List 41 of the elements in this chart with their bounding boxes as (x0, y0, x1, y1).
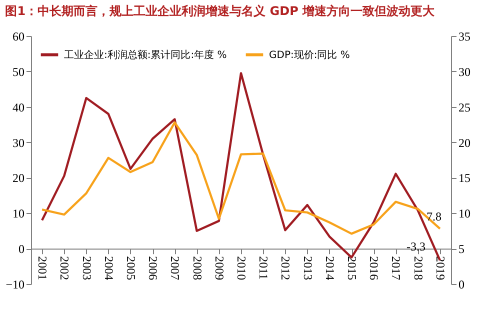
y-tick-label: 50 (12, 64, 24, 79)
x-tick-label: 2010 (234, 256, 248, 280)
x-tick-label: 2015 (345, 256, 360, 280)
y-tick-label: 0 (18, 242, 24, 256)
x-tick-label: 2004 (102, 256, 116, 280)
y-tick-label: 20 (12, 171, 24, 186)
y2-tick-label: 15 (458, 171, 470, 186)
y2-tick-label: 30 (458, 64, 470, 79)
data-label: -3.3 (406, 239, 426, 254)
y-tick-label: 10 (12, 206, 24, 221)
y2-tick-label: 35 (458, 30, 470, 44)
y2-tick-label: 25 (458, 100, 470, 114)
x-tick-label: 2018 (411, 256, 426, 280)
x-tick-label: 2009 (212, 256, 226, 280)
x-tick-label: 2012 (278, 256, 293, 280)
y-tick-label: 60 (12, 30, 24, 44)
line-series (40, 121, 442, 235)
x-tick-label: 2008 (190, 256, 204, 280)
legend-label: GDP:现价:同比 % (269, 48, 350, 61)
y2-tick-label: 5 (458, 242, 464, 256)
y2-tick-label: 0 (458, 278, 464, 292)
x-tick-label: 2003 (80, 256, 94, 280)
x-tick-label: 2013 (300, 256, 315, 280)
y-tick-label: 30 (12, 136, 24, 150)
x-tick-label: 2007 (168, 256, 182, 280)
x-tick-label: 2011 (256, 256, 271, 280)
data-label: 7.8 (426, 210, 442, 224)
x-tick-label: 2002 (58, 256, 72, 280)
y2-tick-label: 10 (458, 206, 470, 221)
x-tick-label: 2014 (322, 256, 337, 280)
chart-title: 图1：中长期而言，规上工业企业利润增速与名义 GDP 增速方向一致但波动更大 (5, 4, 436, 18)
x-tick-label: 2005 (124, 256, 138, 280)
x-tick-label: 2016 (367, 256, 382, 280)
x-tick-label: 2006 (146, 256, 160, 280)
legend-label: 工业企业:利润总额:累计同比:年度 % (64, 48, 227, 61)
x-tick-label: 2001 (36, 256, 50, 280)
y2-tick-label: 20 (458, 136, 470, 150)
x-tick-label: 2017 (389, 256, 404, 280)
y-tick-label: −10 (6, 278, 24, 292)
x-tick-label: 2019 (433, 256, 448, 280)
y-tick-label: 40 (12, 100, 24, 114)
